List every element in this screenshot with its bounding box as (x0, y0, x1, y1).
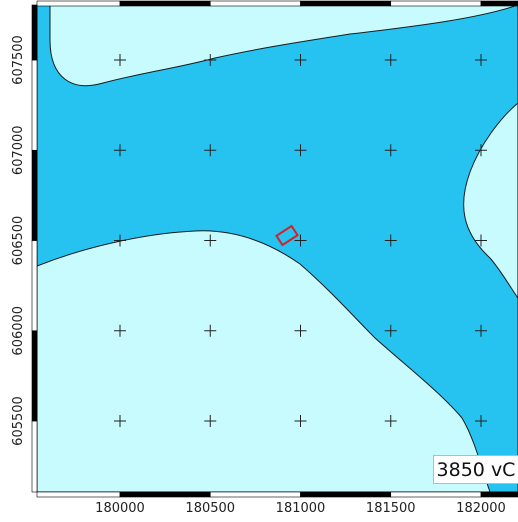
grid-crosses (114, 54, 487, 427)
grid-cross (294, 324, 307, 337)
scale-bar-segment (31, 149, 38, 241)
grid-cross (114, 415, 126, 427)
axis-labels: 180000 180500 181000 181500 182000 605500 6060… (11, 35, 506, 516)
y-tick-label: 607000 (11, 125, 26, 175)
shallow-zone-right (463, 102, 518, 299)
scale-bar-segment (390, 491, 482, 498)
shallow-zone-bottom (37, 230, 491, 492)
grid-cross (294, 234, 307, 247)
scale-bar-segment (36, 0, 121, 7)
scale-bar-segment (31, 59, 38, 151)
scale-bar-segment (31, 420, 38, 493)
grid-cross (384, 415, 397, 427)
scale-bar-segment (31, 4, 38, 61)
grid-cross (204, 144, 217, 157)
map-layers (37, 5, 518, 492)
grid-cross (475, 54, 487, 66)
y-tick-label: 607500 (11, 35, 26, 85)
grid-cross (294, 415, 307, 427)
y-tick-label: 606500 (11, 216, 26, 266)
x-tick-label: 180000 (95, 501, 145, 516)
x-tick-label: 181500 (366, 501, 416, 516)
grid-cross (114, 324, 126, 337)
grid-cross (114, 54, 126, 66)
scale-bar-segment (209, 491, 301, 498)
time-label: 3850 vC (433, 455, 518, 484)
scale-bar-segment (480, 0, 518, 7)
grid-cross (204, 415, 217, 427)
y-tick-label: 605500 (11, 396, 26, 446)
grid-cross (475, 234, 487, 247)
grid-cross (475, 415, 487, 427)
scale-bar-segment (36, 491, 121, 498)
scale-bar-segment (300, 0, 392, 7)
scale-bar-segment (31, 330, 38, 422)
y-tick-label: 606000 (11, 306, 26, 356)
x-tick-label: 182000 (456, 501, 506, 516)
grid-cross (384, 144, 397, 157)
grid-cross (294, 144, 307, 157)
scale-bar-segment (119, 0, 211, 7)
grid-cross (114, 144, 126, 157)
site-marker[interactable] (275, 224, 299, 247)
grid-cross (384, 324, 397, 337)
scale-bar-segment (480, 491, 518, 498)
grid-cross (294, 54, 307, 66)
scale-bar-segment (31, 240, 38, 332)
scale-bar-segment (209, 0, 301, 7)
shallow-zone-top-left (49, 5, 518, 87)
grid-cross (384, 54, 397, 66)
grid-cross (475, 144, 487, 157)
grid-cross (204, 234, 217, 247)
scale-bar-segment (300, 491, 392, 498)
grid-cross (475, 324, 487, 337)
grid-cross (114, 234, 126, 247)
x-tick-label: 180500 (185, 501, 235, 516)
grid-cross (384, 234, 397, 247)
grid-cross (204, 54, 217, 66)
grid-cross (204, 324, 217, 337)
scale-bar-segment (119, 491, 211, 498)
x-tick-label: 181000 (276, 501, 326, 516)
scale-bar-segment (390, 0, 482, 7)
scale-bars (31, 0, 518, 498)
